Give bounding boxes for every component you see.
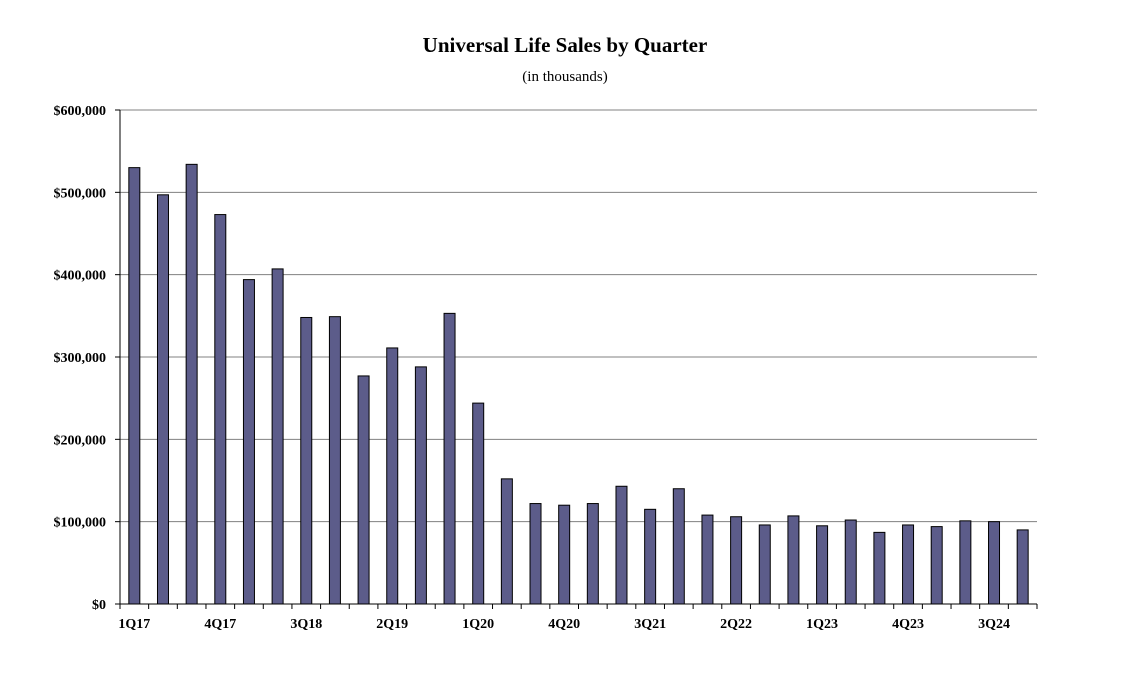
bar-3Q24	[988, 521, 1001, 605]
bar-1Q20	[472, 402, 485, 605]
y-tick-label: $200,000	[54, 433, 107, 448]
x-tick-label: 4Q17	[204, 617, 236, 632]
y-tick-label: $500,000	[54, 186, 107, 201]
bar-2Q22	[730, 516, 743, 605]
chart-subtitle: (in thousands)	[522, 69, 608, 85]
bar-2Q20	[500, 478, 513, 605]
bar-4Q19	[443, 312, 456, 605]
x-tick-label: 1Q17	[118, 617, 150, 632]
x-tick-label: 1Q20	[462, 617, 494, 632]
y-tick-label: $0	[92, 598, 106, 613]
x-tick-label: 3Q24	[978, 617, 1010, 632]
y-tick-label: $100,000	[54, 516, 107, 531]
bar-2Q17	[156, 194, 169, 605]
x-tick-label: 4Q23	[892, 617, 924, 632]
bar-3Q22	[758, 524, 771, 605]
bar-3Q20	[529, 503, 542, 605]
x-tick-label: 2Q22	[720, 617, 752, 632]
bar-4Q22	[787, 515, 800, 605]
bar-4Q20	[558, 504, 571, 605]
gridlines	[120, 109, 1037, 523]
x-tick-label: 2Q19	[376, 617, 408, 632]
bar-1Q24	[930, 526, 943, 605]
y-tick-label: $600,000	[54, 104, 107, 119]
y-tick-label: $400,000	[54, 269, 107, 284]
bar-4Q21	[672, 488, 685, 605]
bar-1Q17	[128, 167, 141, 605]
bar-3Q23	[873, 531, 886, 605]
bar-4Q17	[214, 214, 227, 605]
bar-2Q21	[615, 485, 628, 605]
bar-1Q19	[357, 375, 370, 605]
bar-4Q18	[328, 316, 341, 605]
x-tick-labels: 1Q17 4Q17 3Q18 2Q19 1Q20 4Q20 3Q21 2Q22 1Q23 4Q23…	[118, 617, 1010, 632]
bar-3Q17	[185, 163, 198, 605]
bar-1Q22	[701, 514, 714, 605]
bar-3Q21	[644, 508, 657, 605]
x-tick-label: 4Q20	[548, 617, 580, 632]
x-tick-label: 3Q18	[290, 617, 322, 632]
bar-4Q23	[902, 524, 915, 605]
bar-4Q24	[1016, 529, 1029, 605]
bar-1Q18	[242, 279, 255, 605]
bar-3Q19	[414, 366, 427, 605]
bar-1Q21	[586, 503, 599, 605]
x-tick-label: 1Q23	[806, 617, 838, 632]
bar-2Q19	[386, 347, 399, 605]
bar-2Q18	[271, 268, 284, 605]
bar-1Q23	[816, 525, 829, 605]
y-tick-label: $300,000	[54, 351, 107, 366]
bar-2Q23	[844, 519, 857, 605]
bars	[128, 163, 1029, 605]
axes	[115, 109, 1038, 609]
x-tick-label: 3Q21	[634, 617, 666, 632]
y-tick-labels: $0 $100,000 $200,000 $300,000 $400,000 $500,0…	[54, 104, 107, 613]
chart-title: Universal Life Sales by Quarter	[422, 33, 708, 57]
bar-3Q18	[300, 316, 313, 605]
bar-2Q24	[959, 520, 972, 605]
